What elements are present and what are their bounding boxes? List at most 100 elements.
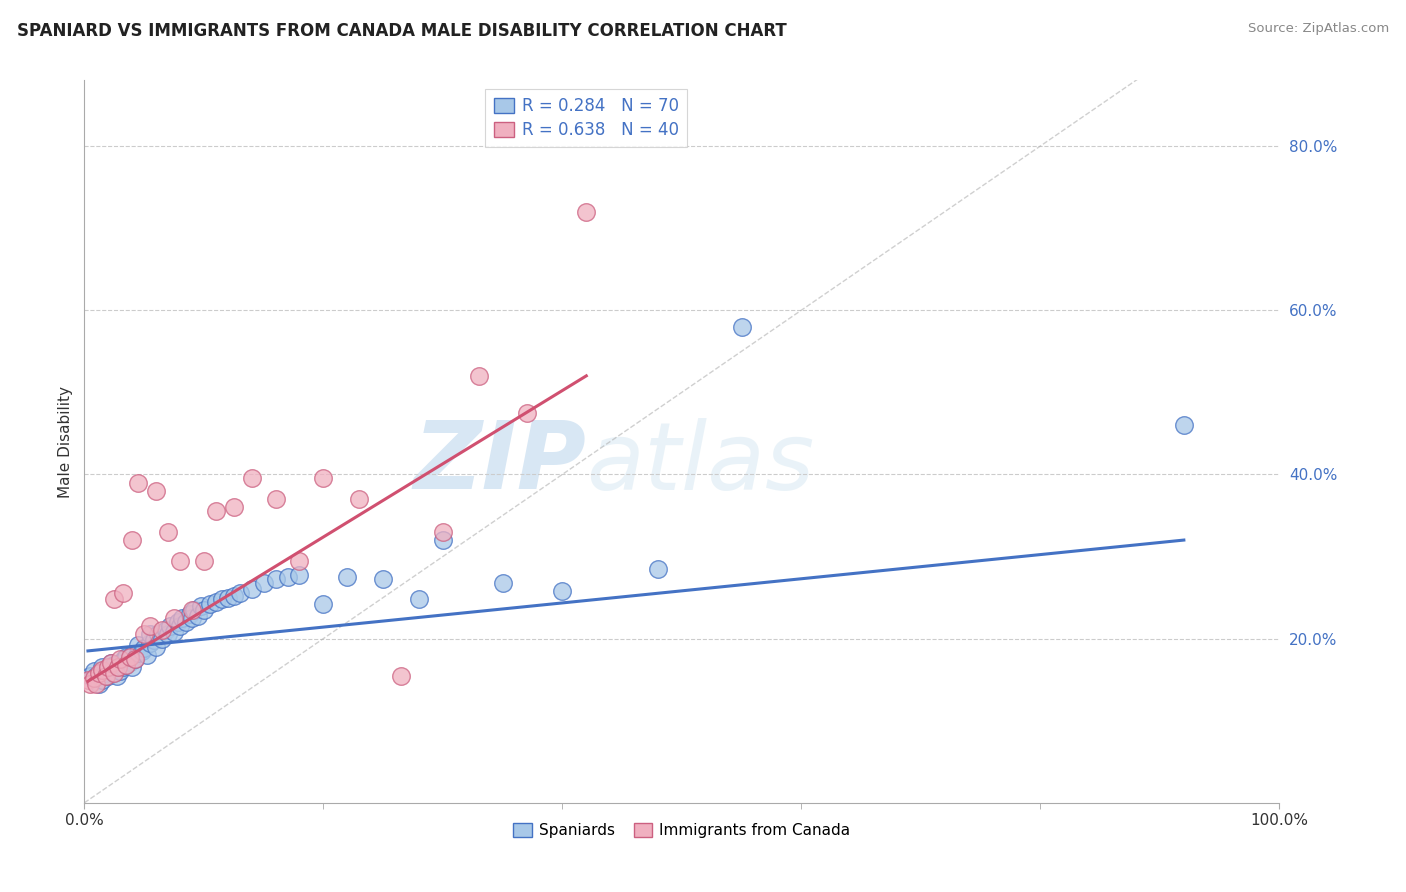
Point — [264, 573, 287, 587]
Point — [121, 533, 143, 547]
Point — [139, 619, 162, 633]
Point — [139, 627, 162, 641]
Point — [373, 573, 395, 587]
Point — [127, 638, 149, 652]
Point — [240, 471, 263, 485]
Point — [132, 641, 156, 656]
Point — [121, 660, 143, 674]
Point — [229, 586, 252, 600]
Point — [169, 619, 191, 633]
Point — [103, 657, 125, 672]
Point — [131, 644, 153, 658]
Point — [205, 504, 228, 518]
Point — [432, 524, 454, 539]
Point — [336, 570, 359, 584]
Point — [105, 668, 128, 682]
Point — [112, 652, 135, 666]
Point — [103, 666, 125, 681]
Text: Source: ZipAtlas.com: Source: ZipAtlas.com — [1249, 22, 1389, 36]
Point — [107, 660, 129, 674]
Point — [91, 663, 114, 677]
Text: atlas: atlas — [586, 417, 814, 508]
Point — [157, 524, 180, 539]
Point — [150, 632, 173, 646]
Point — [87, 666, 110, 681]
Point — [179, 607, 201, 621]
Point — [145, 640, 167, 654]
Point — [159, 619, 181, 633]
Point — [97, 660, 120, 674]
Point — [77, 673, 100, 687]
Point — [155, 624, 177, 638]
Point — [91, 673, 114, 687]
Point — [135, 648, 157, 662]
Point — [516, 406, 538, 420]
Legend: Spaniards, Immigrants from Canada: Spaniards, Immigrants from Canada — [506, 815, 858, 846]
Point — [198, 597, 221, 611]
Point — [222, 589, 245, 603]
Point — [169, 553, 191, 567]
Point — [83, 665, 105, 679]
Point — [115, 649, 138, 664]
Point — [432, 533, 454, 547]
Point — [145, 483, 167, 498]
Point — [277, 570, 299, 584]
Point — [150, 624, 173, 638]
Point — [187, 608, 209, 623]
Point — [148, 627, 170, 641]
Point — [97, 668, 120, 682]
Point — [174, 615, 197, 630]
Point — [79, 677, 101, 691]
Point — [127, 646, 149, 660]
Point — [86, 677, 108, 691]
Point — [647, 562, 669, 576]
Point — [100, 657, 122, 671]
Point — [217, 591, 239, 605]
Point — [183, 603, 205, 617]
Point — [111, 586, 134, 600]
Point — [211, 592, 233, 607]
Point — [115, 657, 138, 672]
Point — [87, 677, 110, 691]
Point — [163, 611, 186, 625]
Point — [240, 582, 263, 597]
Point — [349, 491, 371, 506]
Point — [492, 575, 515, 590]
Point — [731, 319, 754, 334]
Point — [100, 657, 122, 671]
Point — [193, 603, 215, 617]
Point — [103, 592, 125, 607]
Point — [1173, 418, 1195, 433]
Point — [94, 668, 117, 682]
Point — [312, 597, 335, 611]
Point — [312, 471, 335, 485]
Point — [86, 668, 108, 682]
Point — [110, 652, 132, 666]
Point — [107, 660, 129, 674]
Point — [100, 663, 122, 677]
Point — [118, 655, 141, 669]
Point — [193, 553, 215, 567]
Point — [124, 652, 146, 666]
Point — [551, 584, 574, 599]
Point — [190, 599, 212, 613]
Point — [103, 666, 125, 681]
Point — [83, 671, 105, 685]
Point — [575, 204, 598, 219]
Point — [121, 648, 143, 662]
Y-axis label: Male Disability: Male Disability — [58, 385, 73, 498]
Point — [264, 491, 287, 506]
Point — [157, 627, 180, 641]
Point — [94, 666, 117, 681]
Point — [91, 660, 114, 674]
Point — [205, 594, 228, 608]
Point — [115, 657, 138, 672]
Point — [181, 611, 204, 625]
Point — [468, 368, 491, 383]
Point — [389, 668, 412, 682]
Point — [288, 553, 311, 567]
Point — [142, 633, 165, 648]
Point — [124, 652, 146, 666]
Point — [222, 500, 245, 515]
Point — [110, 665, 132, 679]
